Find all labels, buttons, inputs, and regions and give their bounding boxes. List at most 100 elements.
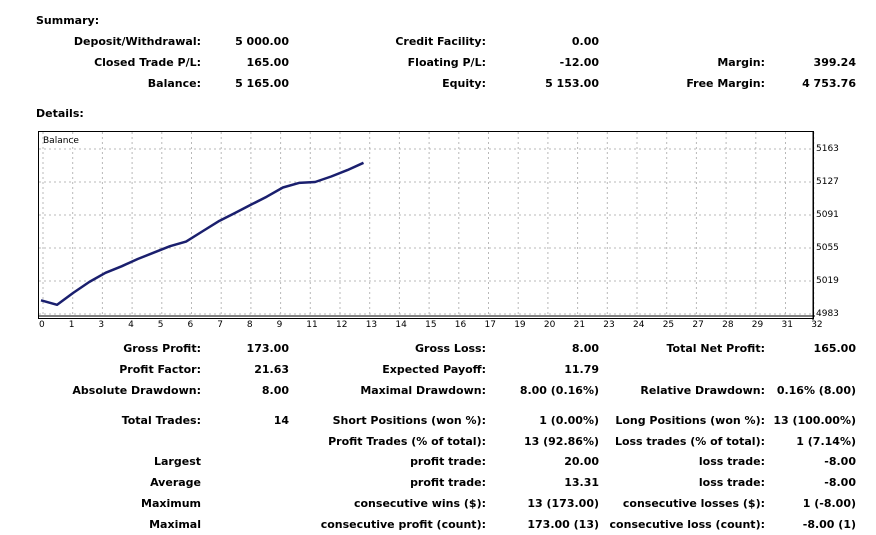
y-tick-label: 5055 bbox=[816, 243, 839, 253]
x-tick-label: 4 bbox=[128, 320, 134, 330]
x-tick-label: 14 bbox=[395, 320, 407, 330]
stat-value: 13 (100.00%) bbox=[773, 414, 856, 427]
stat-label: Largest bbox=[154, 455, 201, 468]
x-tick-label: 8 bbox=[246, 320, 253, 330]
x-tick-label: 13 bbox=[365, 320, 378, 330]
stat-value: 4 753.76 bbox=[802, 77, 856, 90]
x-tick-label: 21 bbox=[573, 320, 586, 330]
x-tick-label: 15 bbox=[425, 320, 437, 330]
y-tick-label: 5163 bbox=[816, 144, 839, 154]
x-tick-label: 17 bbox=[484, 320, 496, 330]
stat-label: Equity: bbox=[442, 77, 486, 90]
stat-label: Maximal Drawdown: bbox=[360, 384, 486, 397]
stat-label: consecutive profit (count): bbox=[320, 518, 486, 531]
y-tick-label: 5127 bbox=[816, 177, 839, 187]
stat-label: Absolute Drawdown: bbox=[72, 384, 201, 397]
stat-value: 399.24 bbox=[813, 56, 856, 69]
stat-label: Short Positions (won %): bbox=[332, 414, 486, 427]
y-tick-label: 4983 bbox=[816, 309, 839, 319]
stat-label: Total Trades: bbox=[121, 414, 201, 427]
stat-label: Loss trades (% of total): bbox=[614, 435, 765, 448]
stat-value: 0.16% (8.00) bbox=[776, 384, 856, 397]
stat-label: loss trade: bbox=[698, 455, 765, 468]
x-tick-label: 24 bbox=[633, 320, 645, 330]
stat-value: 14 bbox=[273, 414, 289, 427]
stat-value: 1 (-8.00) bbox=[802, 497, 856, 510]
x-tick-label: 7 bbox=[217, 320, 223, 330]
stat-value: 20.00 bbox=[564, 455, 599, 468]
stat-value: -8.00 bbox=[824, 476, 856, 489]
stat-value: -8.00 bbox=[824, 455, 856, 468]
stat-label: Gross Profit: bbox=[123, 342, 201, 355]
stat-label: Long Positions (won %): bbox=[615, 414, 765, 427]
stat-label: consecutive losses ($): bbox=[622, 497, 765, 510]
x-tick-label: 12 bbox=[336, 320, 348, 330]
stat-value: -8.00 (1) bbox=[802, 518, 856, 531]
stat-label: consecutive wins ($): bbox=[353, 497, 486, 510]
stat-value: 8.00 (0.16%) bbox=[519, 384, 599, 397]
x-tick-label: 27 bbox=[692, 320, 704, 330]
x-tick-label: 20 bbox=[543, 320, 556, 330]
stat-label: Maximal bbox=[149, 518, 201, 531]
stat-label: Floating P/L: bbox=[407, 56, 486, 69]
x-tick-label: 32 bbox=[811, 320, 823, 330]
stat-label: profit trade: bbox=[410, 476, 486, 489]
stat-value: 8.00 bbox=[261, 384, 289, 397]
stat-value: 5 153.00 bbox=[545, 77, 599, 90]
stat-label: Expected Payoff: bbox=[382, 363, 486, 376]
x-tick-label: 1 bbox=[68, 320, 75, 330]
stat-value: 5 000.00 bbox=[235, 35, 289, 48]
x-tick-label: 0 bbox=[39, 320, 45, 330]
stat-label: Profit Trades (% of total): bbox=[328, 435, 486, 448]
x-tick-label: 29 bbox=[751, 320, 764, 330]
stat-label: Closed Trade P/L: bbox=[94, 56, 201, 69]
stat-value: 173.00 (13) bbox=[527, 518, 599, 531]
x-tick-label: 9 bbox=[276, 320, 283, 330]
stat-value: 0.00 bbox=[571, 35, 599, 48]
stat-label: Maximum bbox=[141, 497, 201, 510]
summary-title: Summary: bbox=[36, 14, 100, 27]
stat-value: 21.63 bbox=[254, 363, 289, 376]
x-tick-label: 5 bbox=[157, 320, 164, 330]
stat-value: 13 (173.00) bbox=[527, 497, 599, 510]
stat-label: Profit Factor: bbox=[119, 363, 201, 376]
stat-value: 1 (7.14%) bbox=[796, 435, 856, 448]
x-tick-label: 3 bbox=[98, 320, 105, 330]
stat-label: Total Net Profit: bbox=[666, 342, 766, 355]
y-tick-label: 5091 bbox=[816, 210, 839, 220]
stat-value: 165.00 bbox=[246, 56, 289, 69]
stat-label: consecutive loss (count): bbox=[609, 518, 765, 531]
stat-label: profit trade: bbox=[410, 455, 486, 468]
details-title: Details: bbox=[36, 107, 84, 120]
stat-value: 11.79 bbox=[564, 363, 599, 376]
stat-value: 13 (92.86%) bbox=[523, 435, 599, 448]
x-tick-label: 31 bbox=[781, 320, 793, 330]
x-tick-label: 11 bbox=[306, 320, 318, 330]
stat-label: Gross Loss: bbox=[415, 342, 486, 355]
stat-value: 5 165.00 bbox=[235, 77, 289, 90]
x-tick-label: 23 bbox=[603, 320, 615, 330]
stat-label: Balance: bbox=[147, 77, 201, 90]
stat-label: Deposit/Withdrawal: bbox=[73, 35, 201, 48]
balance-series-line bbox=[40, 161, 365, 307]
stat-value: 13.31 bbox=[564, 476, 599, 489]
stat-value: 173.00 bbox=[246, 342, 289, 355]
x-tick-label: 25 bbox=[662, 320, 675, 330]
stat-value: 1 (0.00%) bbox=[539, 414, 599, 427]
stat-value: 165.00 bbox=[813, 342, 856, 355]
x-tick-label: 16 bbox=[454, 320, 467, 330]
y-tick-label: 5019 bbox=[816, 276, 839, 286]
stat-label: Average bbox=[150, 476, 201, 489]
x-tick-label: 19 bbox=[514, 320, 526, 330]
stat-label: Free Margin: bbox=[686, 77, 765, 90]
balance-chart-svg bbox=[39, 132, 815, 320]
stat-label: Margin: bbox=[717, 56, 765, 69]
x-tick-label: 6 bbox=[187, 320, 194, 330]
chart-title: Balance bbox=[43, 136, 79, 146]
stat-value: 8.00 bbox=[571, 342, 599, 355]
stat-label: Relative Drawdown: bbox=[640, 384, 765, 397]
stat-label: Credit Facility: bbox=[395, 35, 486, 48]
stat-label: loss trade: bbox=[698, 476, 765, 489]
stat-value: -12.00 bbox=[559, 56, 599, 69]
x-tick-label: 28 bbox=[722, 320, 734, 330]
